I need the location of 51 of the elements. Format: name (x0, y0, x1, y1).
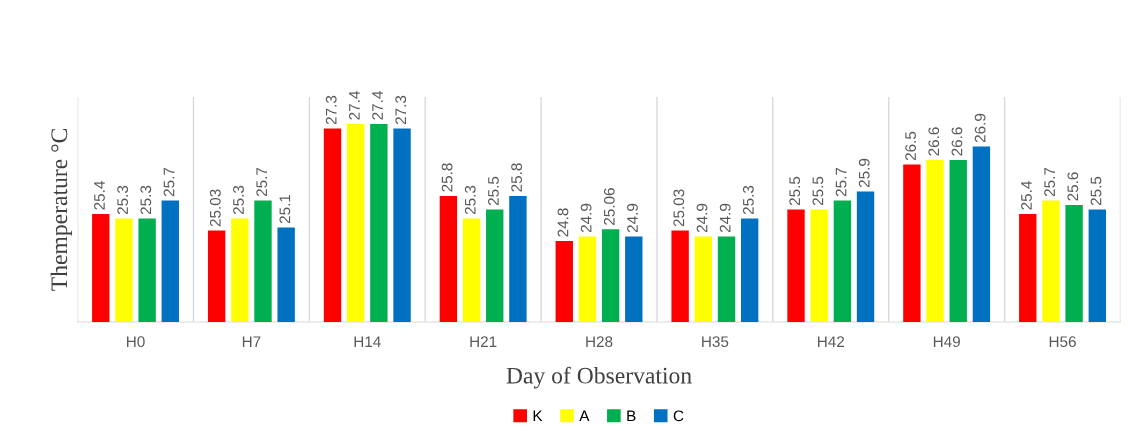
data-label: 25.6 (1067, 172, 1079, 201)
x-tick-label: H0 (127, 336, 145, 348)
data-label: 25.3 (464, 185, 476, 215)
data-label: 25.9 (858, 158, 870, 188)
data-label: 27.4 (372, 91, 383, 120)
data-label: 25.7 (256, 167, 268, 197)
data-label: 26.5 (905, 131, 916, 161)
data-label: 26.6 (951, 127, 963, 156)
data-label: 25.8 (441, 163, 453, 192)
data-label: 26.6 (928, 127, 940, 156)
data-label: 25.5 (812, 176, 824, 206)
data-label: 25.3 (742, 185, 754, 215)
data-label: 25.7 (1044, 167, 1056, 197)
data-label: 25.3 (233, 185, 244, 215)
data-label: 25.5 (789, 176, 801, 206)
y-axis-title: Themperature °C (50, 129, 73, 291)
x-tick-label: H21 (470, 336, 497, 347)
data-label: 24.8 (557, 208, 569, 237)
data-label: 27.4 (348, 91, 360, 120)
data-label: 27.3 (325, 95, 337, 125)
data-label: 24.9 (580, 203, 592, 233)
legend-label: C (673, 410, 684, 422)
x-tick-label: H49 (933, 336, 960, 348)
data-label: 25.4 (94, 181, 105, 210)
x-tick-label: H14 (354, 336, 381, 347)
data-label: 25.8 (511, 163, 523, 192)
data-label: 24.9 (719, 203, 731, 233)
data-label: 27.3 (395, 95, 407, 125)
data-label: 25.3 (117, 185, 129, 215)
data-label: 25.3 (140, 185, 152, 215)
x-axis-title: Day of Observation (506, 366, 692, 389)
data-label: 25.1 (279, 194, 291, 224)
data-label: 24.9 (627, 203, 638, 233)
legend-label: K (533, 410, 543, 422)
data-label: 25.7 (835, 167, 847, 197)
data-label: 26.9 (974, 113, 986, 143)
data-label: 25.5 (1090, 176, 1102, 206)
x-tick-label: H56 (1049, 336, 1076, 348)
data-label: 24.9 (696, 203, 708, 233)
data-label: 25.4 (1021, 181, 1032, 210)
legend-label: B (627, 410, 636, 422)
x-tick-label: H35 (702, 336, 729, 348)
legend-label: A (579, 410, 590, 422)
x-tick-label: H28 (586, 336, 613, 348)
data-label: 25.03 (673, 189, 685, 227)
data-label: 25.06 (603, 188, 615, 225)
data-label: 25.7 (163, 167, 175, 197)
data-label: 25.5 (488, 176, 499, 206)
x-tick-label: H42 (818, 336, 845, 347)
data-label: 25.03 (209, 189, 221, 227)
x-tick-label: H7 (242, 336, 261, 347)
